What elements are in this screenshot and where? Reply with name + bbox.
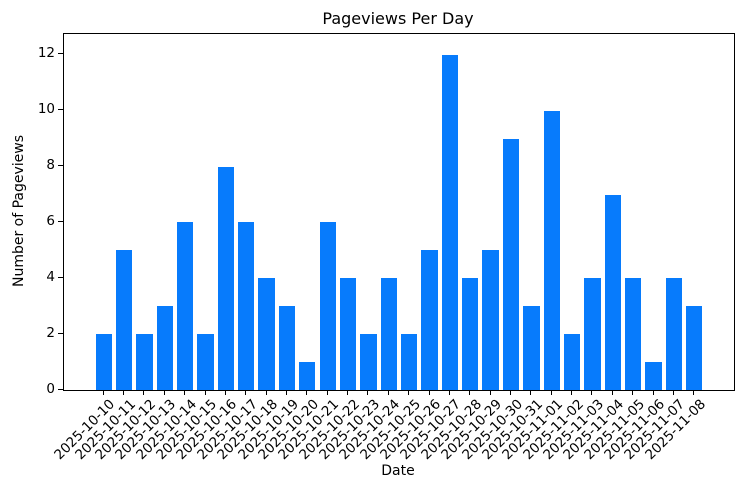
bar — [339, 278, 357, 390]
y-axis-tick — [58, 53, 63, 55]
y-axis-tick — [58, 165, 63, 167]
x-axis-tick — [652, 390, 654, 395]
y-axis-tick — [58, 276, 63, 278]
x-axis-tick — [387, 390, 389, 395]
y-tick-label: 8 — [46, 157, 55, 174]
x-axis-tick — [469, 390, 471, 395]
y-axis-tick — [58, 220, 63, 222]
x-axis-tick — [347, 390, 349, 395]
x-axis-tick — [510, 390, 511, 395]
x-axis-tick — [224, 390, 226, 395]
x-axis-tick — [123, 390, 125, 395]
x-axis-tick — [571, 390, 573, 395]
bar — [319, 222, 336, 390]
bar — [584, 278, 601, 390]
bar — [258, 278, 275, 390]
bar — [115, 250, 133, 390]
x-axis-tick — [184, 390, 186, 395]
bar — [604, 194, 621, 390]
bar — [299, 362, 316, 390]
bar — [380, 278, 397, 390]
bar — [543, 110, 560, 390]
bar — [238, 222, 255, 390]
x-axis-tick — [530, 390, 532, 395]
chart-title: Pageviews Per Day — [322, 9, 474, 28]
x-axis-tick — [693, 390, 695, 395]
bar — [523, 306, 540, 390]
x-axis-tick — [428, 390, 430, 395]
y-tick-label: 2 — [46, 324, 55, 341]
bar — [625, 278, 642, 390]
plot-area — [63, 33, 735, 391]
y-tick-label: 12 — [37, 45, 55, 62]
x-axis-tick — [550, 390, 552, 395]
y-tick-label: 6 — [46, 212, 55, 229]
y-tick-label: 10 — [37, 101, 55, 118]
x-axis-tick — [326, 390, 328, 395]
x-axis-tick — [489, 390, 491, 395]
x-axis-label: Date — [381, 463, 415, 479]
bar — [197, 334, 214, 390]
x-axis-tick — [204, 390, 206, 395]
bar — [502, 138, 520, 390]
y-axis-tick — [58, 388, 63, 390]
bar — [401, 334, 418, 390]
bar — [177, 222, 194, 390]
bar — [462, 278, 479, 390]
bar — [360, 334, 377, 390]
bar — [563, 334, 581, 390]
x-axis-tick — [245, 390, 247, 395]
x-axis-tick — [306, 390, 308, 395]
x-axis-tick — [632, 390, 634, 395]
x-axis-tick — [448, 390, 450, 395]
x-axis-tick — [102, 390, 104, 395]
y-tick-label: 0 — [46, 380, 55, 397]
bar — [136, 334, 153, 390]
x-axis-tick — [591, 390, 593, 395]
x-axis-tick — [672, 390, 674, 395]
y-axis-label: Number of Pageviews — [11, 134, 27, 288]
y-axis-tick — [58, 109, 63, 111]
bar — [278, 306, 296, 390]
bar — [217, 166, 235, 390]
y-tick-label: 4 — [46, 268, 55, 285]
x-axis-tick — [143, 390, 145, 395]
bar — [665, 278, 683, 390]
bar — [645, 362, 662, 390]
x-axis-tick — [408, 390, 410, 395]
bar — [95, 334, 112, 390]
x-axis-tick — [611, 390, 613, 395]
bar — [441, 54, 459, 390]
y-axis-tick — [58, 332, 63, 334]
bar — [421, 250, 438, 390]
bar — [156, 306, 173, 390]
x-axis-tick — [367, 390, 369, 395]
bar — [686, 306, 703, 390]
x-axis-tick — [285, 390, 287, 395]
bar — [482, 250, 499, 390]
x-axis-tick — [163, 390, 165, 395]
x-axis-tick — [265, 390, 267, 395]
